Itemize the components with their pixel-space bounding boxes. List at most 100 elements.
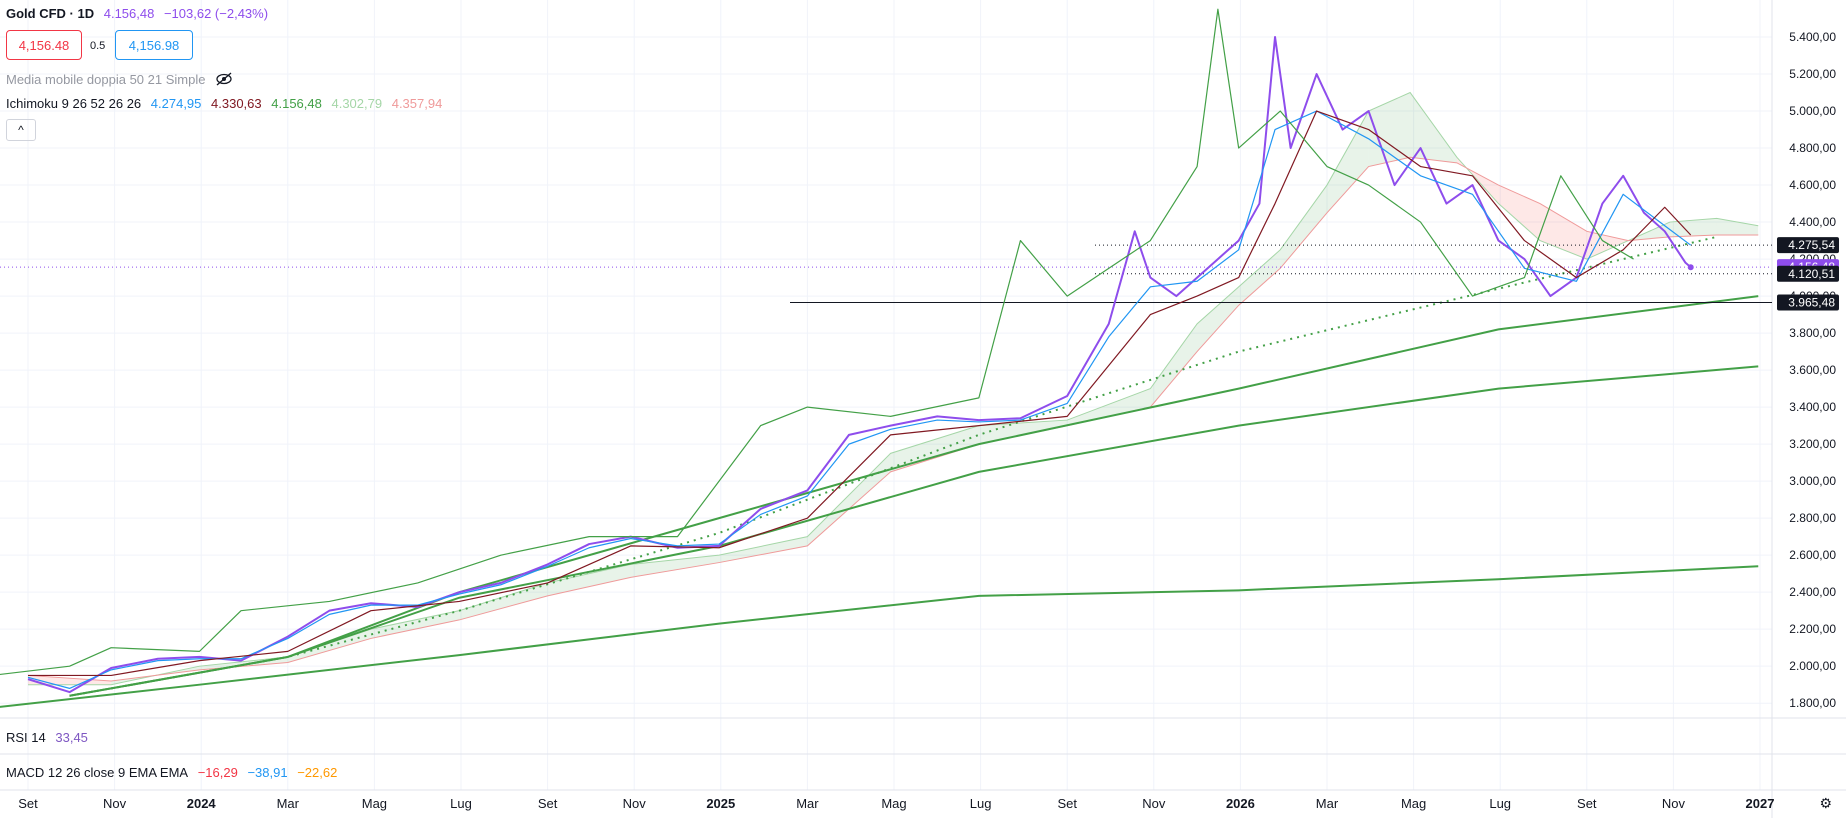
x-tick-label: Mar [796, 796, 819, 811]
price-level-label: 4.120,51 [1788, 267, 1835, 281]
y-tick-label: 3.200,00 [1789, 437, 1836, 451]
x-tick-label: Mar [1316, 796, 1339, 811]
x-tick-label: Nov [103, 796, 127, 811]
ichimoku-lagging-value: 4.156,48 [271, 96, 322, 111]
ask-button[interactable]: 4,156.98 [115, 30, 193, 60]
macd-label: MACD 12 26 close 9 EMA EMA [6, 765, 189, 780]
y-tick-label: 4.400,00 [1789, 215, 1836, 229]
price-level-label: 4.275,54 [1788, 238, 1835, 252]
trendline[interactable] [69, 295, 1759, 697]
cloud-span-line [27, 156, 1759, 682]
x-tick-label: Lug [450, 796, 472, 811]
spread-value: 0.5 [90, 40, 106, 52]
chevron-up-icon: ^ [18, 123, 24, 137]
ichimoku-span-a-value: 4.302,79 [331, 96, 383, 111]
cloud-segment [547, 564, 631, 596]
y-tick-label: 3.600,00 [1789, 363, 1836, 377]
y-tick-label: 2.000,00 [1789, 659, 1836, 673]
cloud-segment [459, 582, 548, 620]
y-tick-label: 3.800,00 [1789, 326, 1836, 340]
collapse-legend-button[interactable]: ^ [6, 119, 36, 141]
ichimoku-base-value: 4.330,63 [211, 96, 262, 111]
y-tick-label: 2.600,00 [1789, 548, 1836, 562]
x-tick-label: Nov [623, 796, 647, 811]
cloud-segment [978, 420, 1068, 445]
cloud-segment [1197, 286, 1239, 352]
y-tick-label: 5.000,00 [1789, 104, 1836, 118]
ask-price: 4,156.98 [128, 37, 180, 53]
bid-price: 4,156.48 [18, 37, 70, 53]
ma-label: Media mobile doppia 50 21 Simple [6, 72, 206, 87]
x-tick-label: Set [1057, 796, 1077, 811]
macd-value-hist: −22,62 [297, 765, 338, 780]
y-tick-label: 4.600,00 [1789, 178, 1836, 192]
price-level-label: 3.965,48 [1788, 295, 1835, 309]
cloud-segment [807, 453, 891, 546]
y-tick-label: 5.200,00 [1789, 67, 1836, 81]
x-tick-label: 2026 [1226, 796, 1255, 811]
x-tick-label: Nov [1142, 796, 1166, 811]
last-price-dot [1687, 264, 1694, 271]
cloud-segment [1280, 185, 1327, 269]
series-line [0, 8, 1634, 676]
ichimoku-legend[interactable]: Ichimoku 9 26 52 26 26 4.274,95 4.330,63… [6, 96, 448, 111]
cloud-segment [1669, 218, 1717, 237]
cloud-span-line [28, 91, 1759, 686]
cloud-segment [287, 629, 371, 663]
symbol-legend: Gold CFD · 1D 4.156,48 −103,62 (−2,43%) [6, 6, 274, 21]
ichimoku-conversion-value: 4.274,95 [150, 96, 202, 111]
trendline[interactable] [69, 235, 1717, 697]
x-tick-label: Mag [362, 796, 387, 811]
x-tick-label: Lug [1489, 796, 1511, 811]
x-tick-label: Set [538, 796, 558, 811]
bid-button[interactable]: 4,156.48 [6, 30, 82, 60]
x-tick-label: Mag [1401, 796, 1426, 811]
cloud-segment [370, 610, 460, 639]
cloud-segment [1368, 92, 1411, 167]
price-change: −103,62 (−2,43%) [163, 6, 269, 21]
series-line [28, 110, 1692, 677]
macd-pane-label[interactable]: MACD 12 26 close 9 EMA EMA −16,29 −38,91… [6, 765, 343, 780]
ma-legend[interactable]: Media mobile doppia 50 21 Simple [6, 72, 239, 89]
cloud-segment [1327, 111, 1369, 213]
cloud-segment [1238, 249, 1281, 306]
y-tick-label: 5.400,00 [1789, 30, 1836, 44]
price-level-badge [1777, 294, 1839, 311]
y-tick-label: 3.000,00 [1789, 474, 1836, 488]
x-tick-label: Mar [277, 796, 300, 811]
trendline[interactable] [0, 565, 1759, 708]
y-tick-label: 2.200,00 [1789, 622, 1836, 636]
cloud-segment [1410, 92, 1457, 163]
y-tick-label: 4.800,00 [1789, 141, 1836, 155]
macd-value-signal: −38,91 [247, 765, 288, 780]
price-level-badge [1777, 237, 1839, 254]
grid [0, 0, 1772, 790]
cloud-segment [719, 536, 808, 563]
symbol-title[interactable]: Gold CFD · 1D [6, 6, 95, 21]
x-tick-label: Lug [970, 796, 992, 811]
rsi-label: RSI 14 [6, 730, 46, 745]
ichimoku-label: Ichimoku 9 26 52 26 26 [6, 96, 142, 111]
x-tick-label: 2025 [706, 796, 735, 811]
rsi-value: 33,45 [55, 730, 88, 745]
gear-icon[interactable]: ⚙ [1819, 795, 1832, 811]
ichimoku-span-b-value: 4.357,94 [391, 96, 443, 111]
x-tick-label: 2027 [1746, 796, 1775, 811]
rsi-pane-label[interactable]: RSI 14 33,45 [6, 730, 94, 745]
y-tick-label: 1.800,00 [1789, 696, 1836, 710]
hidden-eye-icon[interactable] [215, 72, 233, 89]
series-line [27, 110, 1692, 689]
cloud-segment [1540, 203, 1587, 260]
x-tick-label: Mag [881, 796, 906, 811]
cloud-segment [890, 425, 979, 472]
cloud-segment [1067, 388, 1151, 426]
y-tick-label: 2.800,00 [1789, 511, 1836, 525]
x-tick-label: Set [18, 796, 38, 811]
x-tick-label: Set [1577, 796, 1597, 811]
y-tick-label: 3.400,00 [1789, 400, 1836, 414]
last-price: 4.156,48 [103, 6, 155, 21]
cloud-segment [630, 555, 720, 578]
price-level-badge [1777, 265, 1839, 282]
cloud-segment [1150, 323, 1198, 408]
